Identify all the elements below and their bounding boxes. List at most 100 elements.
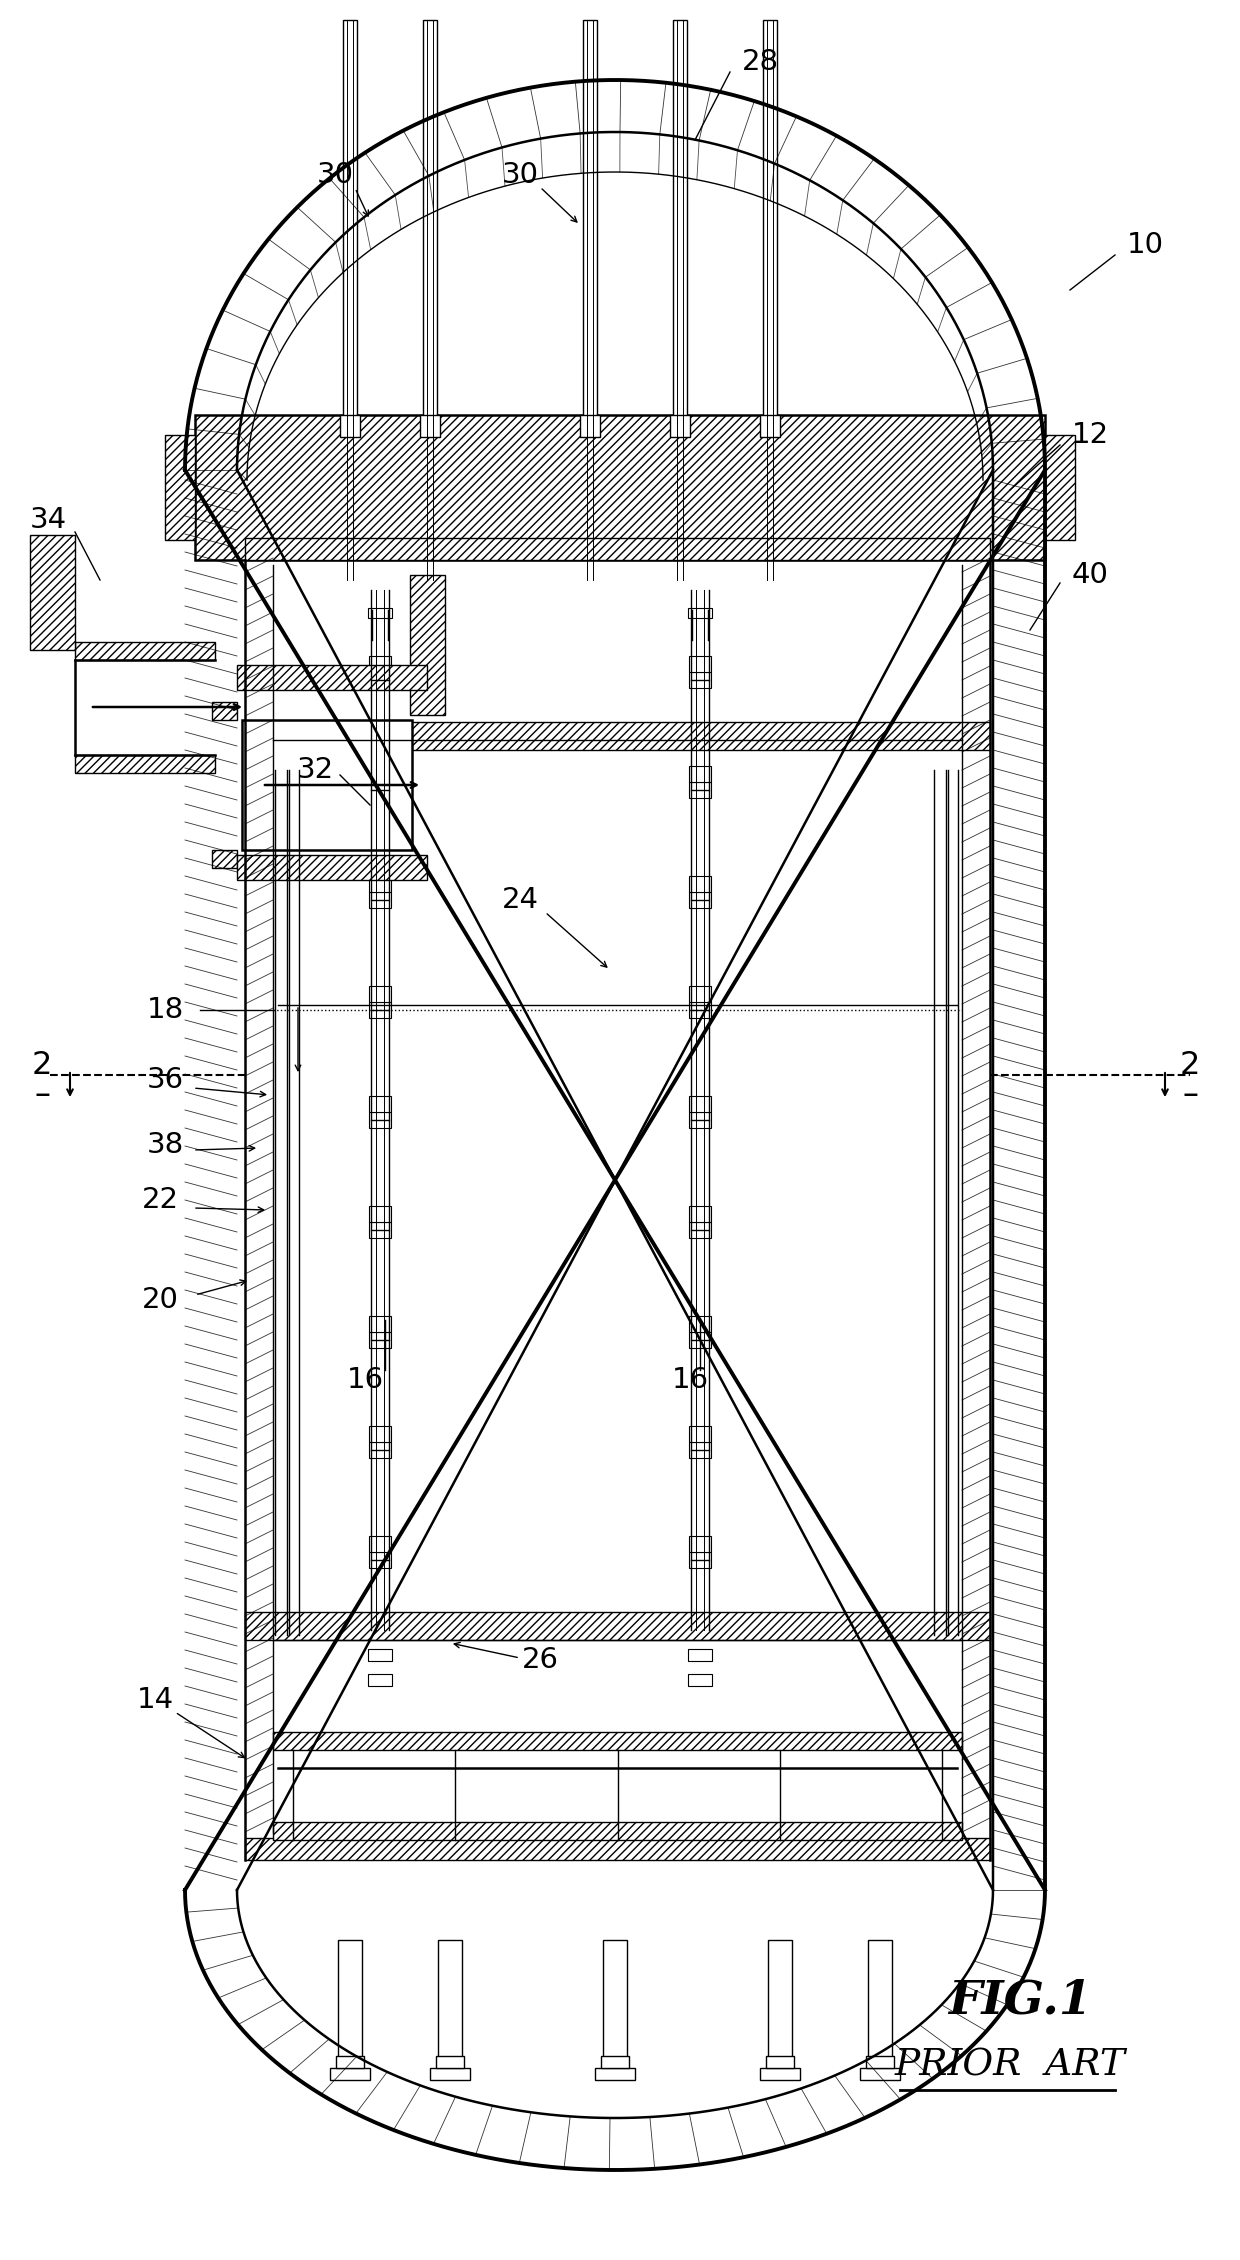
Bar: [601, 2057, 629, 2068]
Bar: [423, 20, 436, 434]
Text: 14: 14: [136, 1686, 174, 1713]
Bar: [689, 1315, 711, 1331]
Bar: [689, 1112, 711, 1128]
Bar: [438, 1939, 463, 2061]
Bar: [689, 1001, 711, 1017]
Text: PRIOR  ART: PRIOR ART: [894, 2048, 1126, 2084]
Bar: [689, 1223, 711, 1238]
Bar: [340, 416, 360, 436]
Text: 2: 2: [1179, 1049, 1200, 1080]
Bar: [195, 416, 1045, 560]
Text: 36: 36: [146, 1067, 184, 1094]
Bar: [370, 1553, 391, 1568]
Bar: [868, 1939, 892, 2061]
Bar: [370, 1207, 391, 1223]
Bar: [689, 655, 711, 671]
Bar: [237, 854, 427, 879]
Bar: [583, 20, 596, 434]
Text: 16: 16: [671, 1365, 708, 1394]
Bar: [368, 608, 392, 617]
Text: FIG.1: FIG.1: [949, 1978, 1092, 2023]
Bar: [212, 703, 237, 721]
Bar: [370, 1442, 391, 1458]
Text: 24: 24: [501, 886, 538, 913]
Bar: [370, 1426, 391, 1442]
Text: 30: 30: [316, 160, 353, 190]
Bar: [165, 434, 195, 540]
Bar: [246, 1837, 990, 1860]
Bar: [580, 416, 600, 436]
Bar: [689, 877, 711, 893]
Bar: [370, 1001, 391, 1017]
Text: 26: 26: [522, 1645, 558, 1675]
Text: 34: 34: [30, 506, 67, 533]
Text: 20: 20: [141, 1286, 179, 1313]
Bar: [370, 766, 391, 782]
Bar: [330, 2068, 370, 2079]
Bar: [689, 1331, 711, 1347]
Bar: [603, 1939, 627, 2061]
Bar: [237, 664, 427, 689]
Bar: [273, 1822, 962, 1840]
Bar: [339, 1939, 362, 2061]
Bar: [242, 721, 412, 850]
Bar: [688, 1650, 712, 1661]
Bar: [30, 536, 74, 651]
Bar: [689, 766, 711, 782]
Bar: [370, 893, 391, 909]
Bar: [430, 2068, 470, 2079]
Bar: [689, 985, 711, 1001]
Bar: [689, 1207, 711, 1223]
Bar: [370, 655, 391, 671]
Text: 2: 2: [32, 1049, 52, 1080]
Bar: [370, 1223, 391, 1238]
Text: 38: 38: [146, 1130, 184, 1159]
Bar: [368, 1650, 392, 1661]
Text: 16: 16: [346, 1365, 383, 1394]
Bar: [420, 416, 440, 436]
Text: 30: 30: [501, 160, 538, 190]
Text: 18: 18: [146, 997, 184, 1024]
Bar: [689, 1442, 711, 1458]
Bar: [370, 671, 391, 687]
Bar: [689, 671, 711, 687]
Bar: [370, 1537, 391, 1553]
Bar: [670, 416, 689, 436]
Text: 10: 10: [1126, 231, 1163, 260]
Bar: [74, 755, 215, 773]
Bar: [336, 2057, 365, 2068]
Bar: [861, 2068, 900, 2079]
Bar: [595, 2068, 635, 2079]
Bar: [766, 2057, 794, 2068]
Bar: [763, 20, 777, 434]
Bar: [436, 2057, 464, 2068]
Bar: [1045, 434, 1075, 540]
Bar: [866, 2057, 894, 2068]
Bar: [273, 1731, 962, 1749]
Text: 28: 28: [742, 47, 779, 77]
Text: 12: 12: [1071, 420, 1109, 450]
Bar: [368, 1675, 392, 1686]
Bar: [246, 538, 990, 560]
Bar: [410, 574, 445, 714]
Bar: [343, 20, 357, 434]
Bar: [760, 416, 780, 436]
Bar: [74, 642, 215, 660]
Bar: [768, 1939, 792, 2061]
Bar: [689, 1096, 711, 1112]
Bar: [760, 2068, 800, 2079]
Bar: [370, 985, 391, 1001]
Text: 32: 32: [296, 757, 334, 784]
Bar: [689, 893, 711, 909]
Bar: [688, 608, 712, 617]
Text: –: –: [1182, 1080, 1198, 1110]
Bar: [370, 877, 391, 893]
Bar: [212, 850, 237, 868]
Bar: [246, 1611, 990, 1641]
Bar: [689, 1553, 711, 1568]
Bar: [689, 1537, 711, 1553]
Bar: [370, 1112, 391, 1128]
Bar: [370, 782, 391, 798]
Text: –: –: [33, 1080, 50, 1110]
Bar: [370, 1331, 391, 1347]
